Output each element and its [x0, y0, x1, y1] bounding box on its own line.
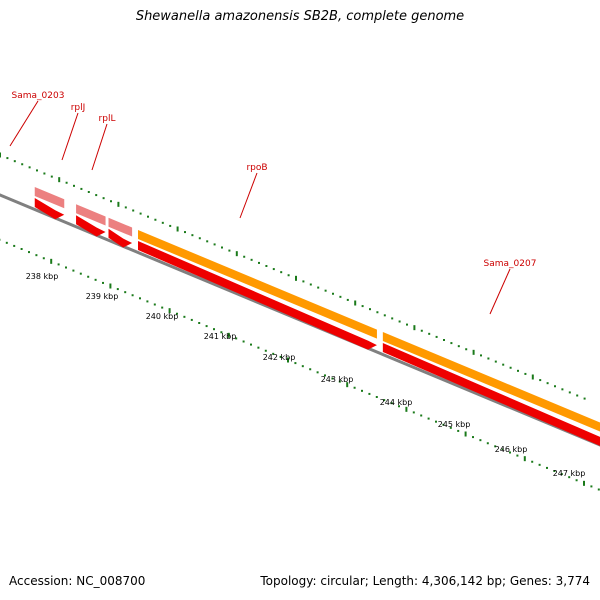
- cds-arrow: [34, 197, 65, 220]
- scale-label: 240 kbp: [146, 312, 179, 321]
- accession-text: Accession: NC_008700: [9, 574, 146, 588]
- leader-line: [9, 100, 39, 147]
- gene-bar: [382, 332, 600, 432]
- inner-tick-row: [0, 238, 600, 491]
- gene-bar: [108, 217, 133, 237]
- scale-label: 245 kbp: [438, 420, 471, 429]
- gene-label-rplj: rplJ: [71, 103, 86, 113]
- topology-text: Topology: circular; Length: 4,306,142 bp…: [260, 574, 590, 588]
- gene-bar: [76, 204, 106, 226]
- cds-arrow: [76, 215, 106, 237]
- gene-label-sama_0203: Sama_0203: [12, 91, 65, 101]
- scale-label: 238 kbp: [26, 272, 59, 281]
- scale-label: 239 kbp: [86, 292, 119, 301]
- scale-label: 247 kbp: [553, 469, 586, 478]
- scale-label: 246 kbp: [495, 445, 528, 454]
- feature-layer: [0, 186, 600, 447]
- leader-line: [239, 172, 258, 219]
- gene-label-rpob: rpoB: [246, 163, 267, 173]
- cds-arrow: [138, 241, 377, 350]
- gene-bar: [34, 186, 65, 209]
- leader-line: [489, 268, 511, 315]
- genome-title: Shewanella amazonensis SB2B, complete ge…: [135, 9, 465, 24]
- label-layer: Sama_0203 rplJ rplL rpoB Sama_0207 238 kbp 239…: [9, 91, 586, 478]
- scale-label: 244 kbp: [380, 398, 413, 407]
- outer-tick-row: [0, 152, 586, 400]
- gene-bar: [138, 230, 377, 339]
- cds-arrow: [382, 343, 600, 446]
- gene-label-sama_0207: Sama_0207: [484, 259, 537, 269]
- leader-line: [61, 112, 79, 161]
- scale-label: 241 kbp: [204, 332, 237, 341]
- scale-label: 243 kbp: [321, 375, 354, 384]
- scale-label: 242 kbp: [263, 353, 296, 362]
- gene-label-rpll: rplL: [99, 114, 116, 124]
- leader-line: [91, 123, 108, 171]
- cds-arrow: [108, 228, 133, 248]
